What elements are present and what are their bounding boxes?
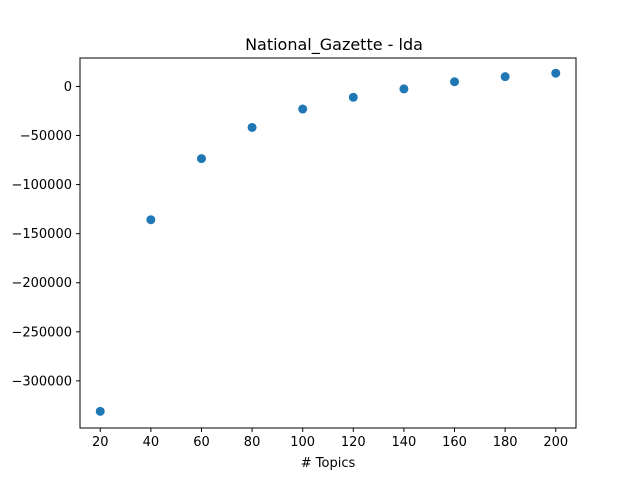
x-tick-label: 200	[543, 435, 568, 450]
data-point	[95, 406, 105, 416]
y-tick-label: −50000	[20, 129, 72, 144]
data-point	[196, 154, 206, 164]
x-tick-label: 80	[244, 435, 261, 450]
chart-title: National_Gazette - lda	[245, 35, 423, 55]
data-point	[399, 84, 409, 94]
data-point	[500, 72, 510, 82]
y-tick-label: −150000	[11, 227, 72, 242]
x-axis-label: # Topics	[301, 456, 356, 471]
x-tick-label: 160	[442, 435, 467, 450]
plot-area-frame	[79, 57, 577, 429]
x-tick-label: 180	[493, 435, 518, 450]
data-point	[348, 92, 358, 102]
y-axis-ticks: 0 −50000 −100000 −150000 −200000 −250000 −3000…	[11, 80, 80, 389]
x-tick-label: 60	[193, 435, 210, 450]
y-tick-label: 0	[64, 80, 72, 95]
y-tick-label: −100000	[11, 178, 72, 193]
x-tick-label: 20	[92, 435, 109, 450]
data-point	[450, 77, 460, 87]
data-point	[298, 104, 308, 114]
x-axis-ticks: 20 40 60 80 100 120 140 160 180 200	[92, 428, 568, 450]
y-tick-label: −300000	[11, 374, 72, 389]
y-tick-label: −200000	[11, 276, 72, 291]
y-tick-label: −250000	[11, 325, 72, 340]
x-tick-label: 40	[143, 435, 160, 450]
x-tick-label: 100	[290, 435, 315, 450]
x-tick-label: 140	[392, 435, 417, 450]
x-tick-label: 120	[341, 435, 366, 450]
scatter-points	[95, 68, 561, 416]
data-point	[551, 68, 561, 78]
data-point	[146, 215, 156, 225]
data-point	[247, 122, 257, 132]
